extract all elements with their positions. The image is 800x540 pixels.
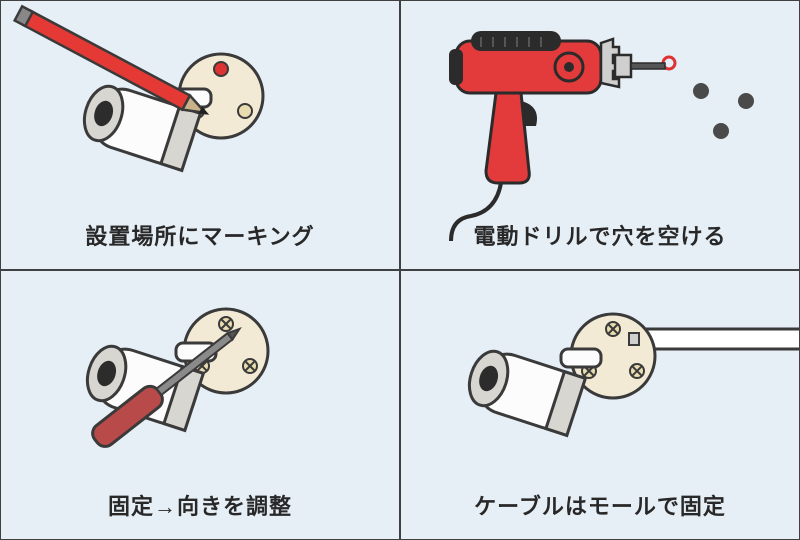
panel-4-caption: ケーブルはモールで固定 (401, 489, 799, 521)
panel-1-caption: 設置場所にマーキング (1, 219, 399, 251)
panel-1: 設置場所にマーキング (0, 0, 400, 270)
panel-2: 電動ドリルで穴を空ける (400, 0, 800, 270)
panel-3: 固定→向きを調整 (0, 270, 400, 540)
instruction-grid: 設置場所にマーキング (0, 0, 800, 540)
panel-2-caption: 電動ドリルで穴を空ける (401, 219, 799, 251)
panel-4: ケーブルはモールで固定 (400, 270, 800, 540)
panel-3-caption: 固定→向きを調整 (1, 489, 399, 521)
